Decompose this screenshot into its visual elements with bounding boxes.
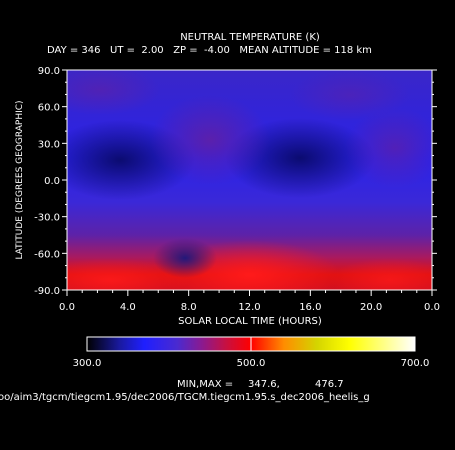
y-tick-label: 30.0 — [38, 139, 60, 150]
x-tick-label: 20.0 — [360, 302, 382, 313]
colorbar-tick-label: 300.0 — [73, 358, 102, 369]
x-tick-label: 8.0 — [181, 302, 197, 313]
x-tick-label: 0.0 — [424, 302, 440, 313]
x-tick-label: 16.0 — [299, 302, 321, 313]
heatmap-field — [67, 70, 432, 290]
y-tick-label: 90.0 — [38, 66, 60, 77]
y-tick-label: -30.0 — [34, 213, 60, 224]
colorbar-tick-label: 500.0 — [237, 358, 266, 369]
y-axis: -90.0 -60.0 -30.0 0.0 30.0 60.0 90.0 — [34, 66, 437, 297]
y-tick-label: -90.0 — [34, 286, 60, 297]
colorbar-tick-label: 700.0 — [401, 358, 430, 369]
x-axis: 0.0 4.0 8.0 12.0 16.0 20.0 0.0 — [59, 290, 440, 313]
x-tick-label: 0.0 — [59, 302, 75, 313]
minmax-label: MIN,MAX = — [177, 379, 233, 390]
x-tick-label: 12.0 — [238, 302, 260, 313]
y-axis-label: LATITUDE (DEGREES GEOGRAPHIC) — [15, 100, 25, 259]
chart-subtitle: DAY = 346 UT = 2.00 ZP = -4.00 MEAN ALTI… — [47, 45, 372, 56]
max-value: 476.7 — [315, 379, 344, 390]
y-tick-label: 0.0 — [44, 176, 60, 187]
chart-title: NEUTRAL TEMPERATURE (K) — [180, 32, 320, 43]
file-path: oo/aim3/tgcm/tiegcm1.95/dec2006/TGCM.tie… — [0, 392, 370, 403]
colorbar-ticks: 300.0 500.0 700.0 — [73, 337, 430, 369]
y-tick-label: 60.0 — [38, 103, 60, 114]
y-tick-label: -60.0 — [34, 249, 60, 260]
x-axis-label: SOLAR LOCAL TIME (HOURS) — [178, 316, 322, 327]
x-tick-label: 4.0 — [120, 302, 136, 313]
min-value: 347.6, — [248, 379, 280, 390]
